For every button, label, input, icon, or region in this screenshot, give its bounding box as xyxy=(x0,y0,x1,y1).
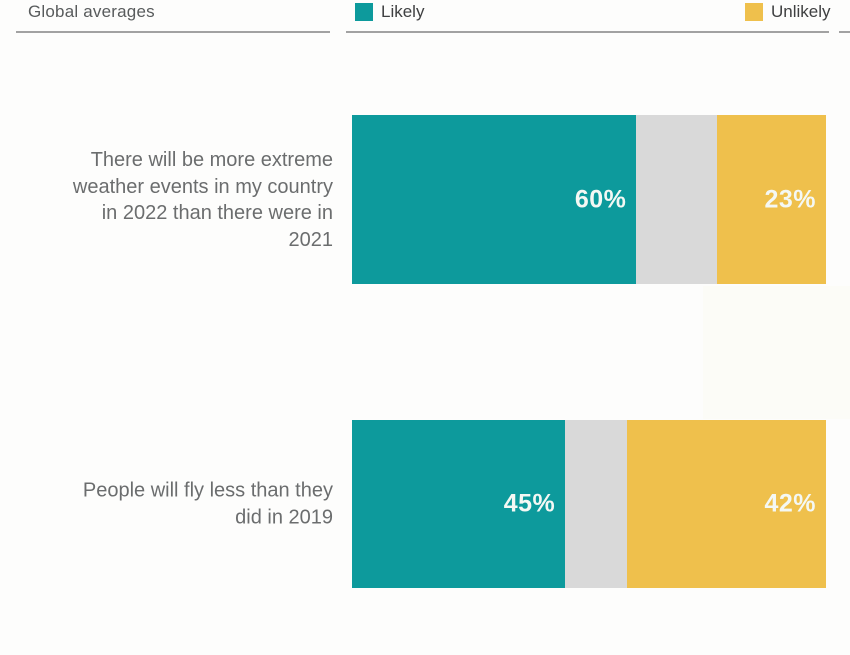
category-label-line: There will be more extreme xyxy=(90,149,333,171)
legend-underline xyxy=(346,31,829,33)
category-label-line: did in 2019 xyxy=(235,506,333,528)
bar-segment-unlikely: 23% xyxy=(716,115,826,284)
unlikely-swatch-icon xyxy=(745,3,763,21)
value-label: 45% xyxy=(503,489,556,518)
legend-item-unlikely: Unlikely xyxy=(745,2,831,22)
category-label-line: 2021 xyxy=(288,228,334,251)
bar-segment-unlikely: 42% xyxy=(626,420,826,588)
value-label: 42% xyxy=(764,489,816,518)
bar-segment-likely: 45% xyxy=(352,420,566,588)
bar-segment-neutral xyxy=(565,420,627,588)
category-label: There will be more extreme weather events… xyxy=(73,147,333,253)
stacked-bar: 45% 42% xyxy=(352,420,826,588)
legend-label-unlikely: Unlikely xyxy=(771,2,831,21)
value-label: 23% xyxy=(764,185,816,213)
category-label-line: weather events in my country xyxy=(72,175,333,198)
bar-segment-likely: 60% xyxy=(352,115,637,284)
legend-item-likely: Likely xyxy=(355,2,424,22)
category-label: People will fly less than they did in 201… xyxy=(83,478,333,531)
page-title: Global averages xyxy=(28,2,155,21)
title-underline xyxy=(16,31,330,33)
adjacent-column-rule xyxy=(839,31,850,33)
bar-segment-neutral xyxy=(636,115,717,284)
likely-swatch-icon xyxy=(355,3,373,21)
value-label: 60% xyxy=(574,185,627,213)
category-label-line: in 2022 than there were in xyxy=(101,202,333,224)
legend-label-likely: Likely xyxy=(381,2,425,21)
category-label-line: People will fly less than they xyxy=(82,479,333,502)
stacked-bar: 60% 23% xyxy=(352,115,826,284)
column-tint-band xyxy=(703,286,850,419)
